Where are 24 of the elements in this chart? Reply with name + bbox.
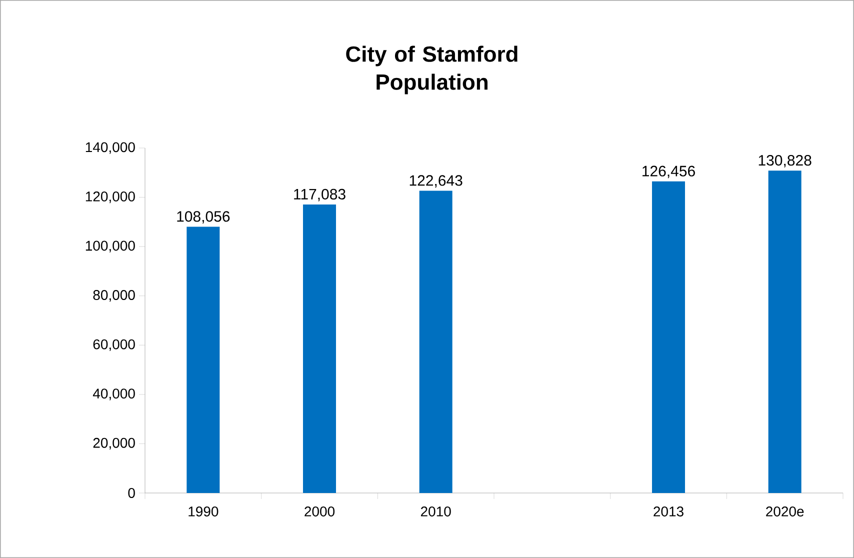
bar — [768, 170, 802, 493]
x-tick-label: 2020e — [766, 506, 804, 516]
y-tick-label: 100,000 — [86, 240, 135, 252]
x-tick-label: 2010 — [420, 506, 451, 516]
bar — [186, 226, 220, 493]
bar — [652, 181, 686, 493]
y-tick-label: 140,000 — [86, 142, 135, 154]
x-tick-label: 2000 — [304, 506, 335, 516]
data-label: 122,643 — [410, 175, 462, 188]
bar — [303, 204, 336, 493]
data-label: 117,083 — [294, 188, 346, 202]
y-tick-label: 120,000 — [86, 191, 135, 204]
y-tick-label: 0 — [128, 488, 135, 498]
x-tick-label: 2013 — [654, 506, 684, 516]
bar — [419, 190, 452, 493]
chart-title: City of Stamford Population — [346, 46, 518, 94]
y-tick-label: 40,000 — [92, 388, 135, 400]
y-tick-label: 60,000 — [93, 339, 135, 351]
data-label: 108,056 — [177, 211, 230, 224]
y-tick-label: 20,000 — [93, 438, 135, 450]
y-tick-label: 80,000 — [93, 290, 135, 302]
x-tick-label: 1990 — [188, 506, 218, 516]
data-label: 130,828 — [758, 155, 812, 168]
data-label: 126,456 — [642, 166, 695, 178]
